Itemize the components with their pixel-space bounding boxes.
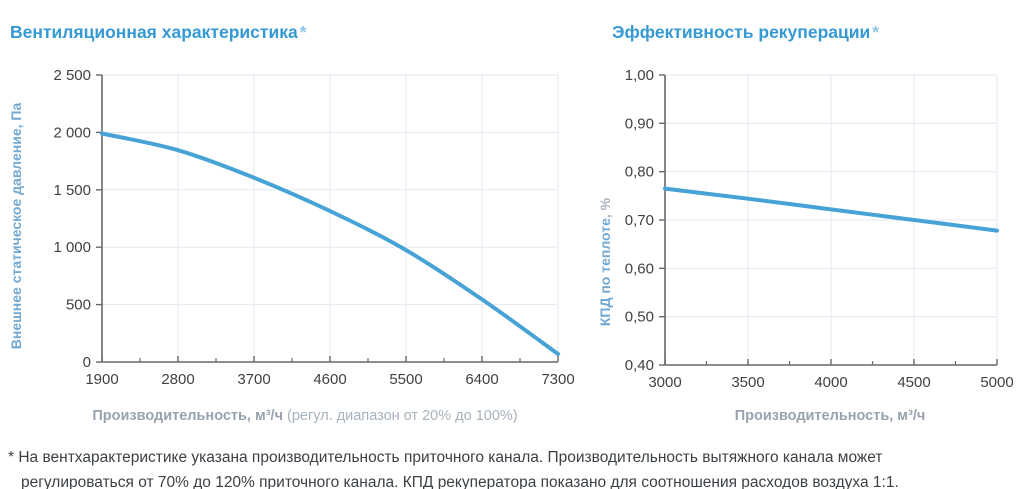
- svg-text:1 500: 1 500: [53, 182, 91, 199]
- ventilation-x-axis-title: Производительность, м³/ч (регул. диапазо…: [55, 408, 555, 424]
- svg-text:7300: 7300: [541, 371, 574, 388]
- svg-text:2 000: 2 000: [53, 124, 91, 141]
- svg-text:3500: 3500: [731, 374, 764, 391]
- svg-text:0,70: 0,70: [625, 212, 654, 229]
- ventilation-title-text: Вентиляционная характеристика: [10, 22, 298, 42]
- ventilation-x-axis-title-note: (регул. диапазон от 20% до 100%): [283, 408, 518, 424]
- ventilation-chart: 0 500 1 000 1 500 2 000 2 500 1900 2800 3700 4600…: [53, 67, 574, 388]
- ventilation-chart-title: Вентиляционная характеристика *: [10, 22, 307, 43]
- svg-text:3700: 3700: [237, 371, 270, 388]
- svg-text:0,40: 0,40: [625, 357, 654, 374]
- svg-text:0: 0: [83, 354, 91, 371]
- recuperation-chart-title: Эффективность рекуперации *: [612, 22, 879, 43]
- svg-text:2 500: 2 500: [53, 67, 91, 84]
- recuperation-title-asterisk: *: [872, 22, 880, 42]
- svg-text:4000: 4000: [814, 374, 847, 391]
- footnote: * На вентхарактеристике указана производ…: [8, 449, 899, 489]
- svg-text:1,00: 1,00: [625, 67, 654, 84]
- ventilation-chart-panel: Вентиляционная характеристика * Внешнее с…: [8, 22, 575, 424]
- ventilation-title-asterisk: *: [299, 22, 307, 42]
- svg-text:6400: 6400: [465, 371, 498, 388]
- svg-text:4500: 4500: [897, 374, 930, 391]
- recuperation-chart: 0,40 0,50 0,60 0,70 0,80 0,90 1,00 3000 3500 4000…: [625, 67, 1014, 391]
- ventilation-x-axis-title-main: Производительность, м³/ч: [92, 408, 283, 424]
- svg-text:0,50: 0,50: [625, 309, 654, 326]
- svg-text:3000: 3000: [648, 374, 681, 391]
- recuperation-x-axis-title: Производительность, м³/ч: [630, 408, 1024, 424]
- recuperation-x-axis-title-main: Производительность, м³/ч: [734, 408, 926, 424]
- svg-text:0,60: 0,60: [625, 260, 654, 277]
- svg-text:2800: 2800: [161, 371, 194, 388]
- svg-text:4600: 4600: [313, 371, 346, 388]
- svg-text:5000: 5000: [980, 374, 1013, 391]
- recuperation-chart-panel: Эффективность рекуперации * КПД по теплот…: [590, 0, 1024, 445]
- svg-text:500: 500: [66, 297, 91, 314]
- svg-text:1 000: 1 000: [53, 239, 91, 256]
- svg-text:0,90: 0,90: [625, 115, 654, 132]
- svg-text:1900: 1900: [85, 371, 118, 388]
- svg-text:5500: 5500: [389, 371, 422, 388]
- svg-text:0,80: 0,80: [625, 164, 654, 181]
- recuperation-title-text: Эффективность рекуперации: [612, 22, 871, 42]
